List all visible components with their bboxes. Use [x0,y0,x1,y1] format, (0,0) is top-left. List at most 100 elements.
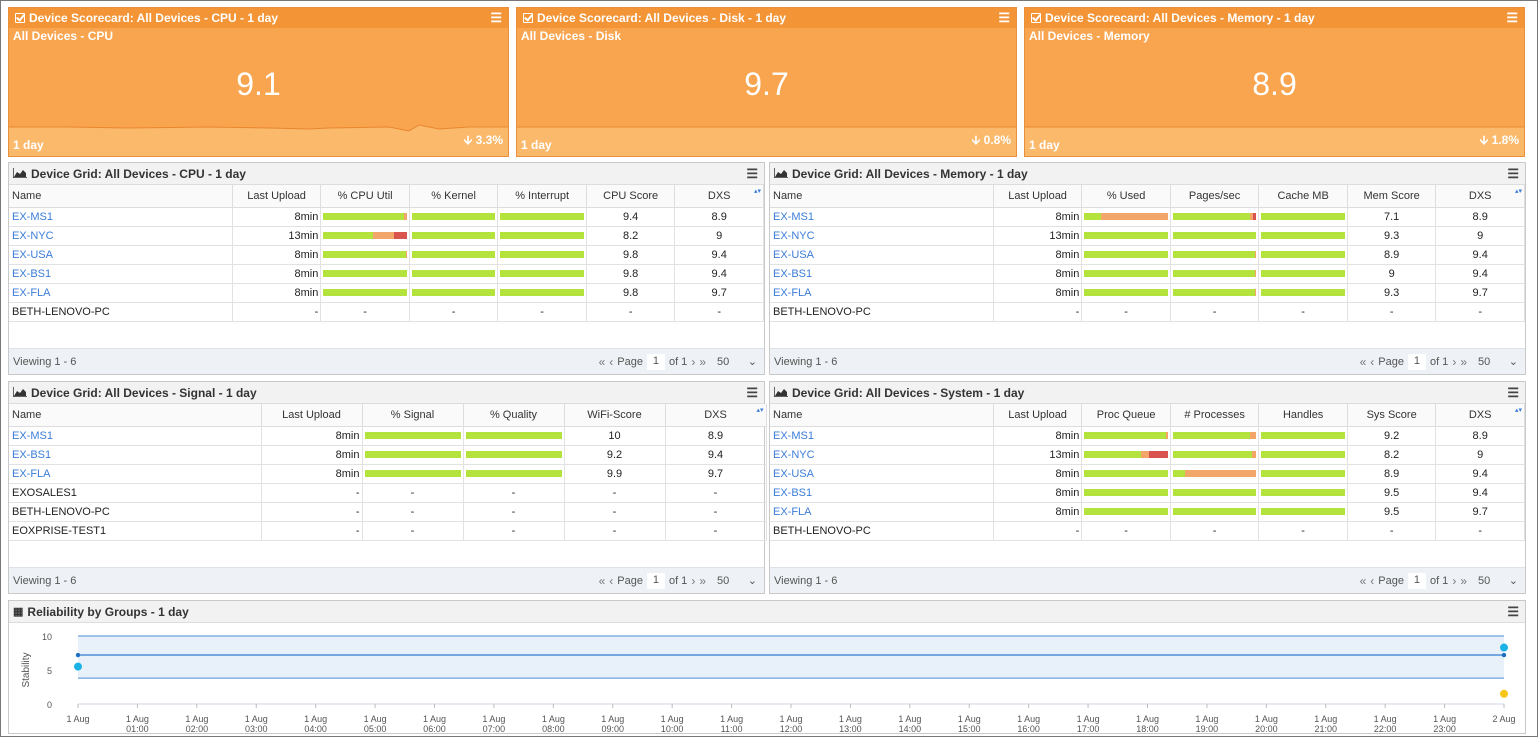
data-point[interactable] [75,652,81,658]
table-row[interactable]: EX-BS1 8min 9.2 9.4 [9,445,767,465]
table-row[interactable]: EOXPRISE-TEST1- - - - - [9,521,767,541]
table-row[interactable]: EX-NYC 13min 9.3 9 [770,226,1525,246]
column-header[interactable]: DXS [674,185,764,208]
first-page-icon[interactable]: « [1359,573,1367,588]
column-header[interactable]: Last Upload [261,404,363,427]
page-input[interactable]: 1 [1407,572,1426,589]
prev-page-icon[interactable]: ‹ [609,354,614,369]
device-name[interactable]: EX-MS1 [9,426,262,446]
device-name[interactable]: EX-MS1 [9,207,233,227]
column-header[interactable]: # Processes [1170,404,1260,427]
last-page-icon[interactable]: » [1460,354,1467,369]
menu-icon[interactable]: ☰ [1506,10,1518,25]
table-row[interactable]: EX-MS1 8min 7.1 8.9 [770,207,1525,227]
device-name[interactable]: EX-MS1 [770,426,994,446]
page-size-select[interactable]: 50 ⌄ [714,572,760,590]
page-size-select[interactable]: 50 ⌄ [1475,572,1521,590]
table-row[interactable]: BETH-LENOVO-PC - - - - - - [770,302,1525,322]
column-header[interactable]: Name [9,404,262,427]
column-header[interactable]: DXS [1435,404,1525,427]
table-row[interactable]: BETH-LENOVO-PC - - - - - - [770,521,1525,541]
data-point[interactable] [1500,689,1508,698]
next-page-icon[interactable]: › [1452,354,1457,369]
device-name[interactable]: EX-USA [770,464,994,484]
table-row[interactable]: EX-USA 8min 9.8 9.4 [9,245,764,265]
column-header[interactable]: % Interrupt [497,185,587,208]
prev-page-icon[interactable]: ‹ [1370,354,1375,369]
device-name[interactable]: EX-NYC [9,226,233,246]
device-name[interactable]: EX-BS1 [9,445,262,465]
device-name[interactable]: EX-MS1 [770,207,994,227]
data-point[interactable] [74,662,82,671]
page-input[interactable]: 1 [1407,353,1426,370]
column-header[interactable]: % Signal [362,404,464,427]
table-row[interactable]: EXOSALES1- - - - - [9,483,767,503]
table-row[interactable]: EX-MS1 8min 10 8.9 [9,426,767,446]
device-name[interactable]: EX-NYC [770,226,994,246]
first-page-icon[interactable]: « [598,573,606,588]
next-page-icon[interactable]: › [1452,573,1457,588]
table-row[interactable]: EX-BS1 8min 9.8 9.4 [9,264,764,284]
table-row[interactable]: BETH-LENOVO-PC - - - - - - [9,302,764,322]
column-header[interactable]: CPU Score [586,185,676,208]
menu-icon[interactable]: ☰ [1507,165,1519,181]
menu-icon[interactable]: ☰ [746,384,758,400]
device-name[interactable]: EX-NYC [770,445,994,465]
scorecard-disk[interactable]: Device Scorecard: All Devices - Disk - 1… [516,7,1017,157]
column-header[interactable]: WiFi-Score [564,404,666,427]
device-name[interactable]: EX-FLA [9,283,233,303]
column-header[interactable]: Handles [1258,404,1348,427]
menu-icon[interactable]: ☰ [998,10,1010,25]
next-page-icon[interactable]: › [691,354,696,369]
scorecard-memory[interactable]: Device Scorecard: All Devices - Memory -… [1024,7,1525,157]
column-header[interactable]: Pages/sec [1170,185,1260,208]
prev-page-icon[interactable]: ‹ [1370,573,1375,588]
device-name[interactable]: EX-USA [770,245,994,265]
data-point[interactable] [1501,652,1507,658]
table-row[interactable]: EX-FLA 8min 9.9 9.7 [9,464,767,484]
menu-icon[interactable]: ☰ [490,10,502,25]
table-row[interactable]: EX-BS1 8min 9.5 9.4 [770,483,1525,503]
table-row[interactable]: EX-MS1 8min 9.2 8.9 [770,426,1525,446]
device-name[interactable]: EX-BS1 [770,264,994,284]
table-row[interactable]: EX-NYC 13min 8.2 9 [770,445,1525,465]
column-header[interactable]: Proc Queue [1081,404,1171,427]
column-header[interactable]: % CPU Util [320,185,410,208]
data-point[interactable] [1500,643,1508,652]
column-header[interactable]: Last Upload [993,404,1083,427]
last-page-icon[interactable]: » [699,573,706,588]
page-size-select[interactable]: 50 ⌄ [714,353,760,371]
column-header[interactable]: Name [9,185,233,208]
device-name[interactable]: EX-FLA [770,502,994,522]
device-name[interactable]: EX-FLA [770,283,994,303]
device-name[interactable]: EX-FLA [9,464,262,484]
last-page-icon[interactable]: » [1460,573,1467,588]
next-page-icon[interactable]: › [691,573,696,588]
table-row[interactable]: EX-FLA 8min 9.3 9.7 [770,283,1525,303]
device-name[interactable]: EX-BS1 [770,483,994,503]
table-row[interactable]: EX-BS1 8min 9 9.4 [770,264,1525,284]
scorecard-cpu[interactable]: Device Scorecard: All Devices - CPU - 1 … [8,7,509,157]
first-page-icon[interactable]: « [598,354,606,369]
table-row[interactable]: EX-FLA 8min 9.5 9.7 [770,502,1525,522]
page-input[interactable]: 1 [646,572,665,589]
page-input[interactable]: 1 [646,353,665,370]
last-page-icon[interactable]: » [699,354,706,369]
column-header[interactable]: Last Upload [993,185,1083,208]
page-size-select[interactable]: 50 ⌄ [1475,353,1521,371]
first-page-icon[interactable]: « [1359,354,1367,369]
device-name[interactable]: EX-USA [9,245,233,265]
menu-icon[interactable]: ☰ [746,165,758,181]
table-row[interactable]: EX-FLA 8min 9.8 9.7 [9,283,764,303]
column-header[interactable]: % Used [1081,185,1171,208]
column-header[interactable]: % Quality [463,404,565,427]
menu-icon[interactable]: ☰ [1507,384,1519,400]
table-row[interactable]: EX-USA 8min 8.9 9.4 [770,464,1525,484]
prev-page-icon[interactable]: ‹ [609,573,614,588]
column-header[interactable]: % Kernel [409,185,499,208]
column-header[interactable]: Name [770,404,994,427]
table-row[interactable]: EX-NYC 13min 8.2 9 [9,226,764,246]
table-row[interactable]: EX-USA 8min 8.9 9.4 [770,245,1525,265]
table-row[interactable]: BETH-LENOVO-PC - - - - - [9,502,767,522]
column-header[interactable]: Name [770,185,994,208]
